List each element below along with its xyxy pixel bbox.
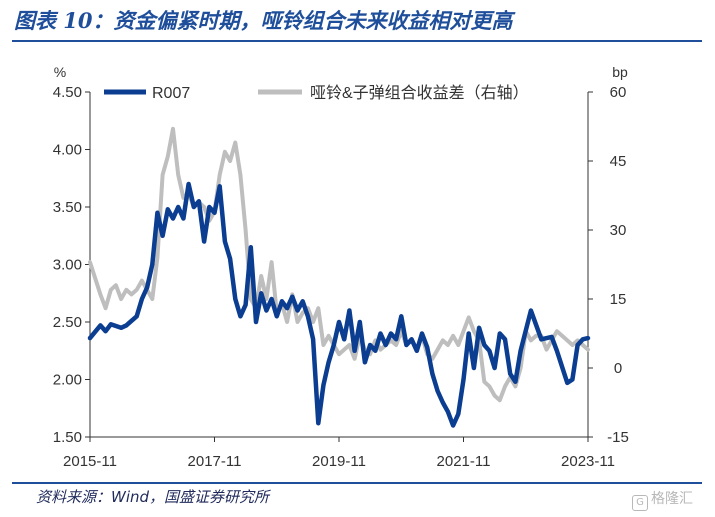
x-tick-label: 2019-11 xyxy=(312,453,366,470)
right-tick-label: 15 xyxy=(610,291,627,308)
source-note: 资料来源：Wind，国盛证券研究所 xyxy=(36,488,270,506)
left-tick-label: 1.50 xyxy=(53,429,82,446)
axes: 1.50 2.00 2.50 3.00 3.50 4.00 4.50% -15 0 15 30 45 6… xyxy=(53,64,629,470)
right-tick-label: 45 xyxy=(610,153,627,170)
watermark-text: 格隆汇 xyxy=(651,491,693,507)
legend: R007 哑铃&子弹组合收益差（右轴） xyxy=(104,84,529,102)
left-tick-label: 4.00 xyxy=(53,142,82,159)
x-tick-label: 2023-11 xyxy=(561,453,615,470)
right-tick-label: 30 xyxy=(610,222,627,239)
source-rule xyxy=(12,482,702,484)
right-tick-label: 60 xyxy=(610,84,627,101)
x-tick-label: 2017-11 xyxy=(188,453,242,470)
left-tick-label: 2.00 xyxy=(53,372,82,389)
title-rule xyxy=(12,40,702,42)
x-tick-label: 2021-11 xyxy=(437,453,491,470)
r007-series-line xyxy=(87,181,591,428)
watermark-logo-icon: G xyxy=(632,495,648,511)
legend-label: 哑铃&子弹组合收益差（右轴） xyxy=(310,84,529,102)
right-tick-label: 0 xyxy=(614,360,622,377)
line-chart: 1.50 2.00 2.50 3.00 3.50 4.00 4.50% -15 0 15 30 45 6… xyxy=(53,64,629,470)
left-tick-label: 4.50 xyxy=(53,84,82,101)
left-tick-label: 3.50 xyxy=(53,199,82,216)
figure-title: 图表 10：资金偏紧时期，哑铃组合未来收益相对更高 xyxy=(14,8,513,33)
spread-series-line xyxy=(88,126,590,403)
series-lines xyxy=(87,126,591,428)
watermark: G 格隆汇 xyxy=(632,488,693,511)
left-axis-unit: % xyxy=(54,64,66,80)
x-tick-label: 2015-11 xyxy=(63,453,117,470)
legend-label: R007 xyxy=(152,85,190,102)
right-axis-unit: bp xyxy=(612,64,628,80)
right-tick-label: -15 xyxy=(607,429,629,446)
left-tick-label: 3.00 xyxy=(53,257,82,274)
left-tick-label: 2.50 xyxy=(53,314,82,331)
